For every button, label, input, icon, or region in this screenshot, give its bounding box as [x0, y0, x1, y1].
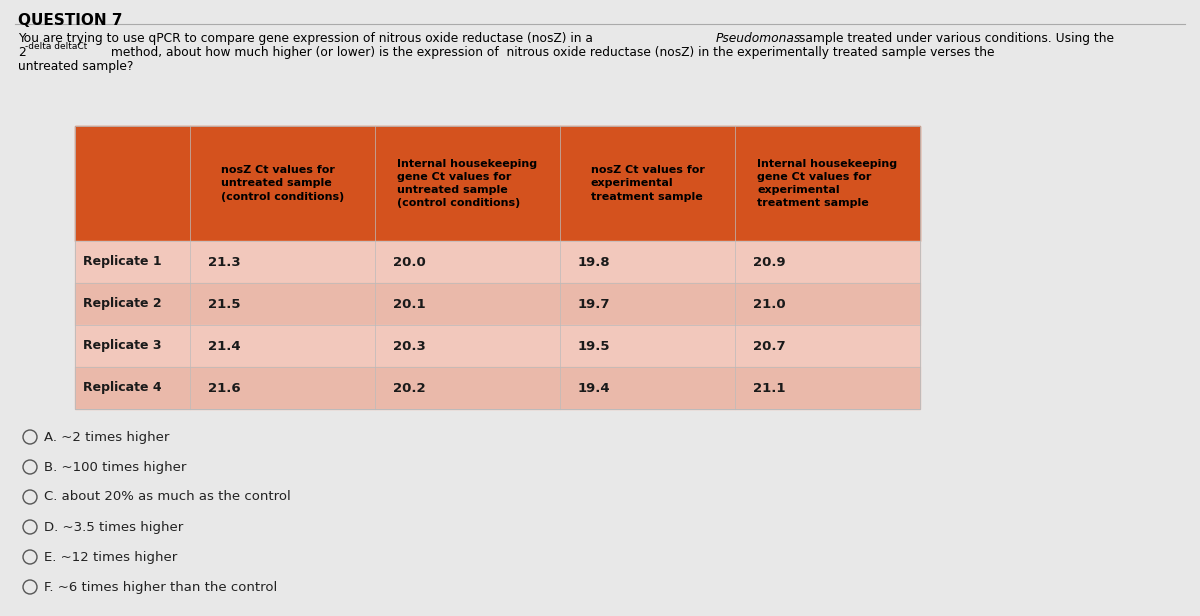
Text: 20.3: 20.3	[394, 339, 426, 352]
Text: Replicate 3: Replicate 3	[83, 339, 162, 352]
Text: untreated sample?: untreated sample?	[18, 60, 133, 73]
Text: nosZ Ct values for
untreated sample
(control conditions): nosZ Ct values for untreated sample (con…	[221, 165, 344, 201]
Text: 20.7: 20.7	[754, 339, 786, 352]
Circle shape	[23, 520, 37, 534]
Bar	[190, 126, 374, 241]
Text: E. ~12 times higher: E. ~12 times higher	[44, 551, 178, 564]
Text: Replicate 2: Replicate 2	[83, 298, 162, 310]
Text: 19.5: 19.5	[578, 339, 611, 352]
Bar	[560, 283, 734, 325]
Bar	[560, 241, 734, 283]
Text: nosZ Ct values for
experimental
treatment sample: nosZ Ct values for experimental treatmen…	[590, 165, 704, 201]
Text: 20.2: 20.2	[394, 381, 426, 394]
Bar	[374, 126, 560, 241]
Text: -delta deltaCt: -delta deltaCt	[25, 42, 88, 51]
Text: QUESTION 7: QUESTION 7	[18, 13, 122, 28]
Text: A. ~2 times higher: A. ~2 times higher	[44, 431, 169, 444]
Bar	[734, 126, 920, 241]
Bar	[74, 126, 920, 409]
Bar	[560, 367, 734, 409]
Bar	[374, 241, 560, 283]
Circle shape	[23, 490, 37, 504]
Text: Internal housekeeping
gene Ct values for
untreated sample
(control conditions): Internal housekeeping gene Ct values for…	[397, 159, 538, 208]
Text: Pseudomonas: Pseudomonas	[716, 32, 802, 45]
Circle shape	[23, 430, 37, 444]
Bar	[560, 126, 734, 241]
Bar	[374, 325, 560, 367]
Bar	[190, 283, 374, 325]
Text: C. about 20% as much as the control: C. about 20% as much as the control	[44, 490, 290, 503]
Text: F. ~6 times higher than the control: F. ~6 times higher than the control	[44, 580, 277, 593]
Bar	[374, 367, 560, 409]
Circle shape	[23, 550, 37, 564]
Bar	[74, 126, 190, 241]
Text: 20.1: 20.1	[394, 298, 426, 310]
Text: You are trying to use qPCR to compare gene expression of nitrous oxide reductase: You are trying to use qPCR to compare ge…	[18, 32, 596, 45]
Text: 19.8: 19.8	[578, 256, 611, 269]
Text: 21.4: 21.4	[208, 339, 241, 352]
Text: 21.0: 21.0	[754, 298, 786, 310]
Text: Replicate 4: Replicate 4	[83, 381, 162, 394]
Text: 19.7: 19.7	[578, 298, 611, 310]
Text: 21.3: 21.3	[208, 256, 241, 269]
Text: 20.9: 20.9	[754, 256, 786, 269]
Text: 19.4: 19.4	[578, 381, 611, 394]
Bar	[190, 325, 374, 367]
Text: D. ~3.5 times higher: D. ~3.5 times higher	[44, 521, 184, 533]
Bar	[560, 325, 734, 367]
Text: 20.0: 20.0	[394, 256, 426, 269]
Bar	[734, 367, 920, 409]
Bar	[74, 241, 190, 283]
Text: 21.6: 21.6	[208, 381, 241, 394]
Bar	[734, 283, 920, 325]
Bar	[734, 325, 920, 367]
Bar	[190, 241, 374, 283]
Bar	[74, 283, 190, 325]
Bar	[74, 367, 190, 409]
Text: Replicate 1: Replicate 1	[83, 256, 162, 269]
Text: 21.1: 21.1	[754, 381, 786, 394]
Circle shape	[23, 460, 37, 474]
Circle shape	[23, 580, 37, 594]
Bar	[190, 367, 374, 409]
Text: Internal housekeeping
gene Ct values for
experimental
treatment sample: Internal housekeeping gene Ct values for…	[757, 159, 898, 208]
Text: sample treated under various conditions. Using the: sample treated under various conditions.…	[796, 32, 1114, 45]
Bar	[734, 241, 920, 283]
Text: 21.5: 21.5	[208, 298, 240, 310]
Bar	[74, 325, 190, 367]
Text: method, about how much higher (or lower) is the expression of  nitrous oxide red: method, about how much higher (or lower)…	[107, 46, 995, 59]
Bar	[374, 283, 560, 325]
Text: B. ~100 times higher: B. ~100 times higher	[44, 461, 186, 474]
Text: 2: 2	[18, 46, 25, 59]
